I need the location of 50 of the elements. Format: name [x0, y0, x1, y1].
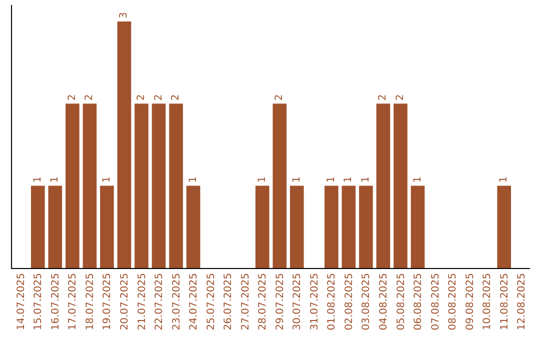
x-tick-label: 19.07.2025 — [102, 273, 114, 330]
data-label: 1 — [256, 176, 268, 183]
data-label: 1 — [32, 176, 44, 183]
data-label: 1 — [360, 176, 372, 183]
x-tick-label: 06.08.2025 — [413, 273, 424, 330]
x-tick-label: 26.07.2025 — [223, 273, 234, 330]
data-label: 1 — [412, 176, 424, 183]
x-tick-label: 08.08.2025 — [448, 273, 459, 330]
x-tick-label: 24.07.2025 — [188, 273, 200, 330]
x-tick-label: 15.07.2025 — [33, 273, 44, 330]
x-tick-label: 20.07.2025 — [119, 273, 130, 330]
data-label: 2 — [274, 94, 286, 101]
x-tick-label: 23.07.2025 — [171, 273, 182, 330]
x-tick-label: 28.07.2025 — [258, 273, 269, 330]
x-tick-label: 18.07.2025 — [84, 273, 96, 330]
data-label: 2 — [66, 94, 78, 101]
data-label: 2 — [84, 94, 96, 101]
data-label: 1 — [291, 176, 302, 183]
x-tick-label: 16.07.2025 — [50, 273, 62, 330]
x-tick-label: 03.08.2025 — [361, 273, 372, 330]
data-label: 1 — [326, 176, 337, 183]
x-tick-label: 21.07.2025 — [136, 273, 148, 330]
x-tick-label: 22.07.2025 — [154, 273, 166, 330]
x-tick-label: 25.07.2025 — [206, 273, 217, 330]
x-tick-label: 17.07.2025 — [68, 273, 79, 330]
data-label: 3 — [118, 12, 130, 18]
data-label: 2 — [378, 94, 389, 101]
data-label: 1 — [50, 176, 61, 183]
data-label: 2 — [136, 94, 147, 101]
x-tick-label: 12.08.2025 — [516, 273, 528, 330]
data-label: 1 — [498, 176, 510, 183]
x-tick-label: 27.07.2025 — [240, 273, 252, 330]
x-tick-label: 01.08.2025 — [326, 273, 338, 330]
x-tick-label: 07.08.2025 — [430, 273, 442, 330]
data-label: 1 — [343, 176, 354, 183]
data-label: 2 — [153, 94, 164, 101]
x-tick-label: 05.08.2025 — [396, 273, 407, 330]
x-tick-label: 14.07.2025 — [16, 273, 27, 330]
data-label: 2 — [395, 94, 406, 101]
x-tick-label: 30.07.2025 — [292, 273, 304, 330]
x-tick-label: 09.08.2025 — [464, 273, 476, 330]
data-label: 2 — [170, 94, 182, 101]
data-label: 1 — [101, 176, 112, 183]
x-tick-label: 02.08.2025 — [344, 273, 355, 330]
data-label: 1 — [188, 176, 199, 183]
x-tick-label: 10.08.2025 — [482, 273, 494, 330]
x-tick-label: 11.08.2025 — [499, 273, 510, 330]
x-tick-label: 29.07.2025 — [274, 273, 286, 330]
x-tick-label: 04.08.2025 — [378, 273, 390, 330]
x-tick-label: 31.07.2025 — [309, 273, 320, 330]
